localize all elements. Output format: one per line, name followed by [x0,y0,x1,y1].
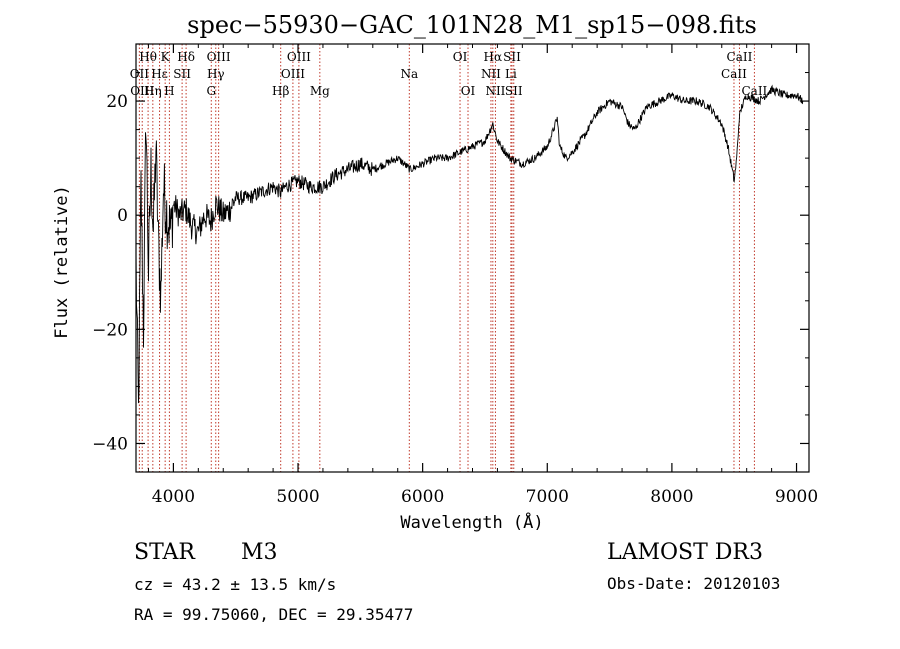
object-subclass: M3 [241,540,278,565]
survey-name: LAMOST DR3 [607,540,763,565]
spectral-line-label: Hε [151,67,168,81]
spectral-line-label: OIII [281,67,305,81]
spectral-line-label: K [161,50,171,64]
y-tick-label: 0 [117,206,128,226]
spectrum-series [135,84,804,404]
x-tick-label: 7000 [526,487,569,507]
obs-date: Obs-Date: 20120103 [607,574,780,593]
spectral-line-label: OI [453,50,468,64]
spectral-line-label: CaII [721,67,747,81]
spectral-line-label: Hδ [177,50,195,64]
y-axis: −40 −20 0 20 [92,43,809,473]
spectral-line-label: CaII [741,84,767,98]
spectral-line-label: Mg [310,84,330,98]
x-tick-label: 4000 [152,487,195,507]
spectral-line-label: NII [485,84,505,98]
spectral-line-label: Na [400,67,418,81]
x-tick-label: 8000 [650,487,693,507]
spectrum-line [135,84,804,404]
x-tick-label: 5000 [276,487,319,507]
x-axis: 4000 5000 6000 7000 8000 9000 [147,44,818,507]
x-axis-title: Wavelength (Å) [400,511,543,533]
spectral-line-label: NII [481,67,501,81]
x-tick-label: 9000 [775,487,818,507]
spectral-line-label: OIII [207,50,231,64]
spectral-line-label: OIII [287,50,311,64]
spectral-line-label: Hβ [272,84,289,98]
spectral-line-label: OI [461,84,476,98]
spectral-line-label: OIII [130,84,154,98]
spectral-line-label: CaII [727,50,753,64]
spectral-line-label: Hγ [207,67,225,81]
object-class: STAR [134,540,196,565]
spectral-line-markers [138,44,755,472]
spectral-line-label: SII [503,50,521,64]
spectral-line-label: SII [505,84,523,98]
y-axis-title: Flux (relative) [52,185,72,339]
spectral-line-label: Hθ [139,50,157,64]
spectral-line-label: OII [130,67,150,81]
x-tick-label: 6000 [401,487,444,507]
y-tick-label: 20 [106,92,128,112]
y-tick-label: −20 [92,320,128,340]
spectral-line-label: SII [173,67,191,81]
redshift-readout: cz = 43.2 ± 13.5 km/s [134,575,336,594]
spectral-line-label: H [164,84,174,98]
spectral-line-label: Li [505,67,517,81]
coordinates: RA = 99.75060, DEC = 29.35477 [134,605,413,624]
spectral-line-label: Hα [484,50,503,64]
y-tick-label: −40 [92,434,128,454]
spectral-line-label: G [206,84,216,98]
spectral-line-label: Hη [144,84,162,98]
chart-title: spec−55930−GAC_101N28_M1_sp15−098.fits [187,11,757,39]
